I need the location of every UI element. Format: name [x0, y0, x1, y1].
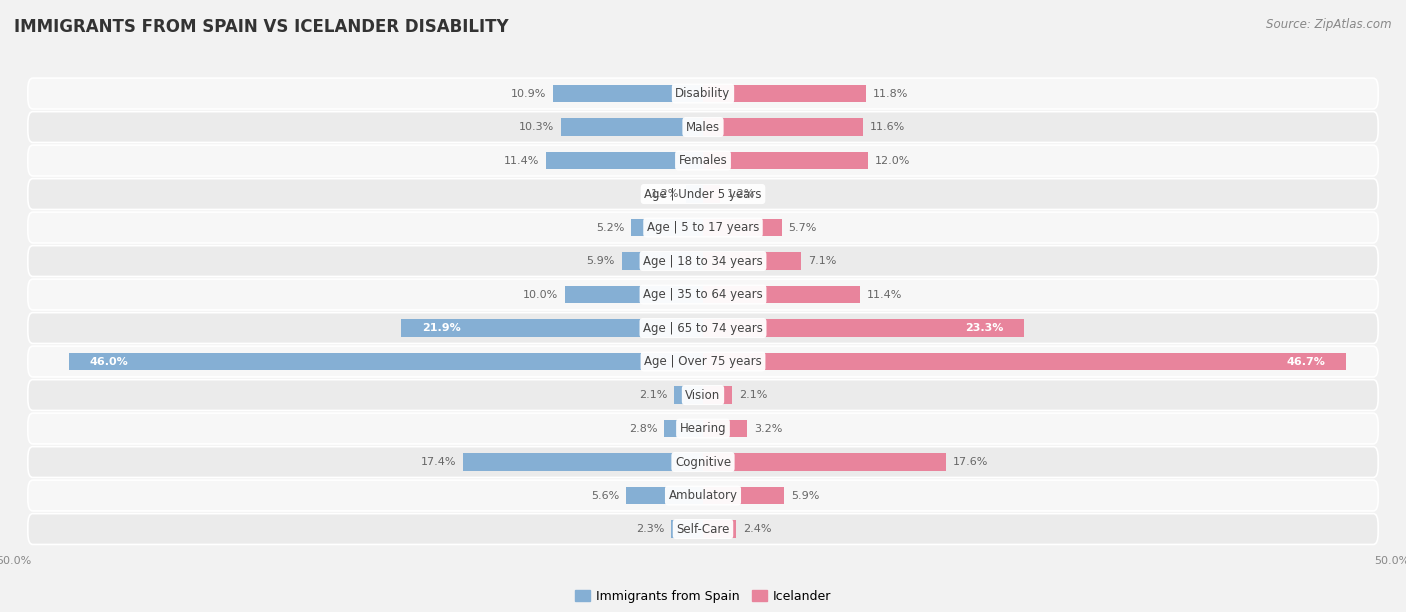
Bar [621, 252, 703, 270]
Bar [561, 118, 703, 136]
Text: Males: Males [686, 121, 720, 133]
Text: 10.0%: 10.0% [523, 289, 558, 299]
Bar [565, 286, 703, 303]
Text: 12.0%: 12.0% [875, 155, 911, 165]
Text: 46.7%: 46.7% [1286, 357, 1326, 367]
FancyBboxPatch shape [28, 279, 1378, 310]
Text: 5.9%: 5.9% [792, 491, 820, 501]
Bar [703, 319, 1024, 337]
FancyBboxPatch shape [28, 413, 1378, 444]
Text: Self-Care: Self-Care [676, 523, 730, 536]
Text: Vision: Vision [685, 389, 721, 401]
Bar [626, 487, 703, 504]
Bar [703, 453, 945, 471]
FancyBboxPatch shape [28, 447, 1378, 477]
Text: Disability: Disability [675, 87, 731, 100]
Text: 11.8%: 11.8% [873, 89, 908, 99]
Bar [686, 185, 703, 203]
Text: Age | 35 to 64 years: Age | 35 to 64 years [643, 288, 763, 301]
Text: 5.2%: 5.2% [596, 223, 624, 233]
Text: 1.2%: 1.2% [651, 189, 679, 199]
Bar [703, 85, 866, 102]
Text: Ambulatory: Ambulatory [668, 489, 738, 502]
Bar [703, 386, 733, 404]
FancyBboxPatch shape [28, 346, 1378, 377]
Text: Age | 18 to 34 years: Age | 18 to 34 years [643, 255, 763, 267]
Bar [703, 219, 782, 236]
Text: 21.9%: 21.9% [422, 323, 461, 333]
Text: 11.4%: 11.4% [868, 289, 903, 299]
Text: 5.9%: 5.9% [586, 256, 614, 266]
Text: Hearing: Hearing [679, 422, 727, 435]
Text: 5.6%: 5.6% [591, 491, 619, 501]
FancyBboxPatch shape [28, 78, 1378, 109]
FancyBboxPatch shape [28, 145, 1378, 176]
Bar [703, 252, 801, 270]
FancyBboxPatch shape [28, 212, 1378, 243]
Bar [673, 386, 703, 404]
Bar [401, 319, 703, 337]
Bar [703, 420, 747, 437]
Text: Source: ZipAtlas.com: Source: ZipAtlas.com [1267, 18, 1392, 31]
Text: Cognitive: Cognitive [675, 455, 731, 469]
FancyBboxPatch shape [28, 379, 1378, 411]
Bar [703, 520, 737, 538]
Bar [671, 520, 703, 538]
Text: 2.8%: 2.8% [628, 424, 658, 433]
Text: 7.1%: 7.1% [807, 256, 837, 266]
Text: 17.6%: 17.6% [952, 457, 988, 467]
Text: 10.3%: 10.3% [519, 122, 554, 132]
Text: 11.6%: 11.6% [870, 122, 905, 132]
Bar [703, 353, 1347, 370]
Bar [703, 487, 785, 504]
Bar [546, 152, 703, 170]
Text: Age | 65 to 74 years: Age | 65 to 74 years [643, 321, 763, 335]
Text: 2.1%: 2.1% [738, 390, 768, 400]
Text: Age | 5 to 17 years: Age | 5 to 17 years [647, 221, 759, 234]
Text: 23.3%: 23.3% [965, 323, 1004, 333]
Text: 2.1%: 2.1% [638, 390, 668, 400]
Text: 2.4%: 2.4% [742, 524, 772, 534]
Text: 5.7%: 5.7% [789, 223, 817, 233]
Bar [703, 185, 720, 203]
FancyBboxPatch shape [28, 513, 1378, 545]
Bar [703, 152, 869, 170]
Bar [69, 353, 703, 370]
Text: 10.9%: 10.9% [510, 89, 546, 99]
Text: Females: Females [679, 154, 727, 167]
Bar [553, 85, 703, 102]
Bar [703, 118, 863, 136]
Text: Age | Under 5 years: Age | Under 5 years [644, 187, 762, 201]
Text: 46.0%: 46.0% [90, 357, 128, 367]
FancyBboxPatch shape [28, 179, 1378, 209]
Legend: Immigrants from Spain, Icelander: Immigrants from Spain, Icelander [571, 586, 835, 606]
Text: 3.2%: 3.2% [754, 424, 782, 433]
Text: 11.4%: 11.4% [503, 155, 538, 165]
FancyBboxPatch shape [28, 245, 1378, 277]
Bar [665, 420, 703, 437]
Bar [463, 453, 703, 471]
FancyBboxPatch shape [28, 480, 1378, 511]
Bar [631, 219, 703, 236]
Text: 17.4%: 17.4% [420, 457, 457, 467]
FancyBboxPatch shape [28, 313, 1378, 343]
Text: Age | Over 75 years: Age | Over 75 years [644, 355, 762, 368]
Text: IMMIGRANTS FROM SPAIN VS ICELANDER DISABILITY: IMMIGRANTS FROM SPAIN VS ICELANDER DISAB… [14, 18, 509, 36]
Text: 2.3%: 2.3% [636, 524, 665, 534]
Text: 1.2%: 1.2% [727, 189, 755, 199]
Bar [703, 286, 860, 303]
FancyBboxPatch shape [28, 111, 1378, 143]
